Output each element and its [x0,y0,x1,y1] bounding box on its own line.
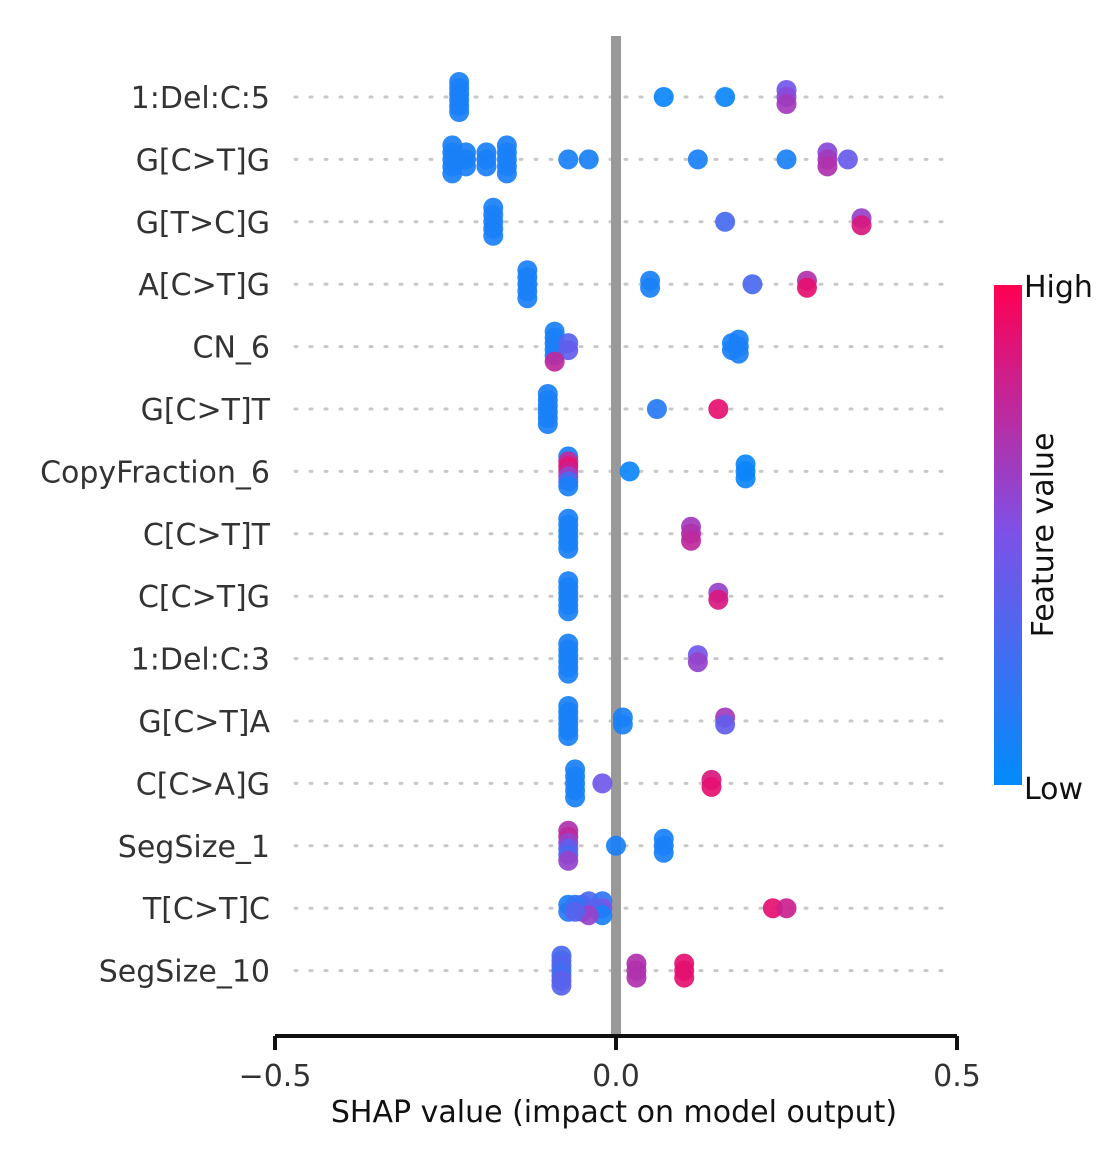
shap-point [449,102,470,122]
shap-point [776,149,797,170]
feature-label: G[T>C]G [136,206,270,241]
shap-point [653,842,674,863]
colorbar-gradient [994,285,1022,785]
shap-point [612,714,633,735]
shap-point [701,776,722,797]
shap-point [674,967,695,988]
feature-label: C[C>T]T [143,518,271,553]
shap-point [715,87,736,107]
feature-label: C[C>T]G [138,580,270,615]
x-tick-label: 0.0 [592,1059,640,1094]
shap-point [776,94,797,114]
colorbar: High Low Feature value [994,270,1093,807]
shap-point [653,87,674,107]
shap-point [796,277,817,298]
shap-point [681,530,702,551]
colorbar-low-label: Low [1024,772,1083,807]
shap-point [551,975,572,996]
shap-point [558,476,579,497]
feature-label: SegSize_1 [118,830,270,865]
shap-point [776,898,797,919]
shap-point [640,277,661,298]
shap-point [544,351,565,372]
shap-point [851,215,872,236]
shap-point [558,149,579,170]
feature-label: A[C>T]G [138,268,270,303]
shap-point [558,601,579,622]
feature-label: C[C>A]G [136,767,270,802]
shap-point [715,714,736,735]
x-axis: −0.5 0.0 0.5 [239,1034,981,1094]
shap-point [687,652,708,673]
feature-labels: 1:Del:C:5 G[C>T]G G[T>C]G A[C>T]G CN_6 G[C>T]… [40,81,271,990]
shap-point [646,399,667,419]
shap-point [626,967,647,988]
feature-label: 1:Del:C:3 [131,643,270,678]
shap-point [558,340,579,361]
shap-point [558,663,579,684]
feature-label: G[C>T]T [141,393,271,428]
feature-label: G[C>T]A [138,705,270,740]
colorbar-high-label: High [1024,270,1093,305]
data-points [442,72,872,996]
shap-point [558,726,579,746]
feature-label: T[C>T]C [142,892,270,927]
shap-point [455,156,476,177]
x-axis-title: SHAP value (impact on model output) [331,1095,897,1130]
shap-point [537,414,558,434]
shap-point [558,538,579,559]
shap-point [837,149,858,170]
shap-point [735,468,756,489]
colorbar-title: Feature value [1026,433,1061,638]
x-tick-label: −0.5 [239,1059,312,1094]
x-tick-label: 0.5 [933,1059,981,1094]
shap-point [592,773,613,794]
shap-point [742,274,763,295]
shap-point [817,156,838,177]
shap-point [619,461,640,482]
shap-point [496,163,517,184]
shap-point [565,901,586,922]
shap-point [483,225,504,246]
feature-label: G[C>T]G [136,143,270,178]
shap-point [558,850,579,871]
feature-label: SegSize_10 [99,955,270,990]
feature-label: CopyFraction_6 [40,455,270,490]
shap-point [517,288,538,309]
feature-label: CN_6 [193,331,270,366]
shap-point [606,835,626,856]
shap-point [565,787,586,808]
shap-point [476,156,497,177]
shap-point [708,399,729,419]
shap-point [578,149,599,170]
shap-point [721,340,742,361]
feature-label: 1:Del:C:5 [131,81,270,116]
shap-point [687,149,708,170]
shap-point [708,589,729,610]
shap-point [715,211,736,232]
